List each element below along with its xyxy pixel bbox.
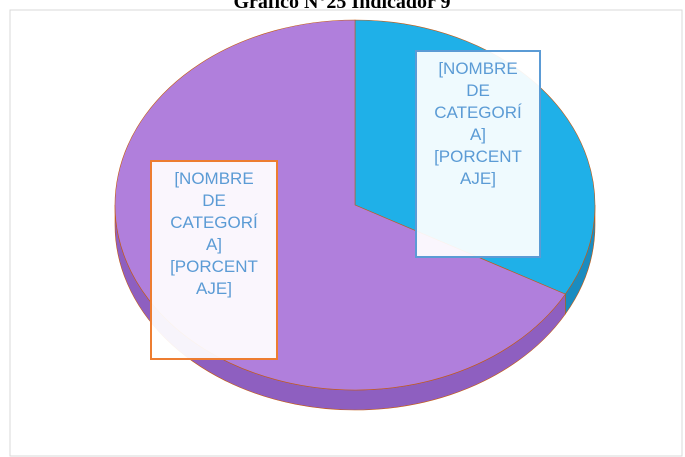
data-label: [NOMBRE DE CATEGORÍA] [PORCENTAJE] <box>415 50 541 258</box>
data-label: [NOMBRE DE CATEGORÍA] [PORCENTAJE] <box>150 160 278 360</box>
chart-title: Gráfico N°25 Indicador 9 <box>233 0 450 13</box>
